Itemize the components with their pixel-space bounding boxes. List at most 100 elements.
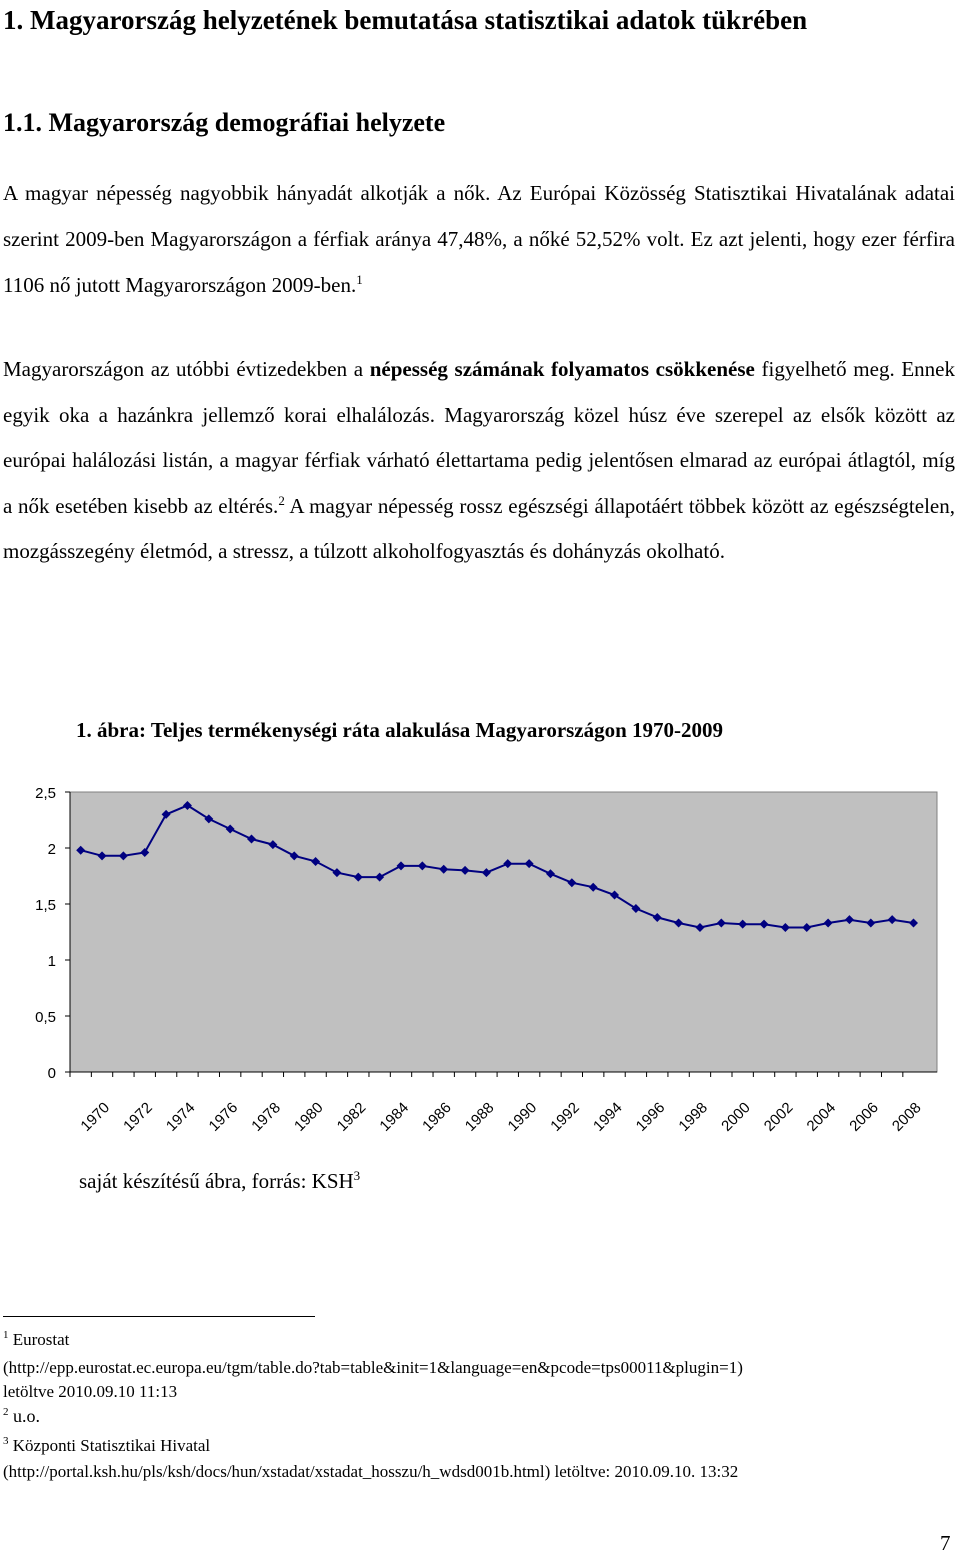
- paragraph-text: A magyar népesség nagyobbik hányadát alk…: [3, 181, 955, 297]
- data-point: [375, 872, 385, 882]
- data-point: [738, 919, 748, 929]
- data-point: [353, 872, 363, 882]
- data-point: [161, 809, 171, 819]
- fertility-rate-chart: 00,511,522,5 1970 1972 1974 1976 1978 1980 198…: [35, 785, 938, 1135]
- footnote-text: u.o.: [13, 1406, 40, 1426]
- plot-area: [69, 791, 938, 1073]
- footnote-text: Központi Statisztikai Hivatal: [12, 1436, 211, 1455]
- data-point: [610, 890, 620, 900]
- data-point: [545, 869, 555, 879]
- data-point: [204, 814, 214, 824]
- plot-background: [69, 791, 938, 1073]
- x-tick-label: 1998: [675, 1099, 711, 1135]
- y-tick-label: 1,5: [35, 897, 56, 914]
- footnote-ref[interactable]: 2: [278, 492, 285, 508]
- y-tick-label: 2,5: [35, 785, 56, 802]
- x-tick-label: 1974: [163, 1099, 199, 1135]
- data-point: [332, 868, 342, 878]
- x-tick-label: 1994: [590, 1099, 626, 1135]
- footnote-text: letöltve 2010.09.10 11:13: [3, 1382, 178, 1401]
- x-tick-label: 1970: [77, 1099, 113, 1135]
- x-tick-label: 1972: [120, 1099, 156, 1135]
- data-point: [481, 868, 491, 878]
- data-point: [631, 903, 641, 913]
- data-point: [588, 882, 598, 892]
- footnote-separator: [3, 1316, 315, 1317]
- data-point: [396, 861, 406, 871]
- footnote-ref[interactable]: 3: [353, 1168, 361, 1183]
- data-point: [887, 915, 897, 925]
- paragraph-text: figyelhető meg. Ennek egyik oka a hazánk…: [3, 357, 955, 518]
- series: [76, 800, 919, 933]
- y-tick-label: 1: [48, 953, 56, 970]
- page-number: 7: [940, 1531, 951, 1555]
- data-point: [866, 918, 876, 928]
- data-point: [118, 851, 128, 861]
- footnote-number: 3: [3, 1435, 9, 1447]
- data-point: [97, 851, 107, 861]
- footnote-ref[interactable]: 1: [356, 272, 363, 287]
- data-point: [289, 851, 299, 861]
- data-point: [524, 859, 534, 869]
- data-point: [439, 864, 449, 874]
- footnote-2: 2 u.o.: [3, 1404, 958, 1428]
- x-tick-label: 1986: [419, 1099, 455, 1135]
- footnote-url[interactable]: (http://portal.ksh.hu/pls/ksh/docs/hun/x…: [3, 1462, 739, 1481]
- paragraph-text: Magyarországon az utóbbi évtizedekben a: [3, 357, 370, 381]
- section-heading: 1. Magyarország helyzetének bemutatása s…: [3, 5, 808, 35]
- footnote-url[interactable]: (http://epp.eurostat.ec.europa.eu/tgm/ta…: [3, 1358, 743, 1377]
- data-point: [652, 912, 662, 922]
- footnote-text: Eurostat: [12, 1330, 70, 1349]
- x-tick-label: 1990: [505, 1099, 541, 1135]
- data-point: [909, 918, 919, 928]
- x-tick-label: 1980: [291, 1099, 327, 1135]
- x-tick-label: 2000: [718, 1099, 754, 1135]
- y-axis: 0 0,5 1 1,5 2 2,5: [35, 785, 71, 1082]
- data-point: [311, 856, 321, 866]
- source-text: saját készítésű ábra, forrás: KSH: [79, 1169, 354, 1193]
- y-tick-label: 2: [48, 841, 56, 858]
- x-tick-label: 1982: [334, 1099, 370, 1135]
- data-point: [844, 915, 854, 925]
- x-tick-label: 1996: [633, 1099, 669, 1135]
- data-point: [780, 923, 790, 933]
- footnote-3: 3 Központi Statisztikai Hivatal: [3, 1434, 958, 1458]
- data-point: [140, 847, 150, 857]
- footnote-1: 1 Eurostat: [3, 1328, 958, 1352]
- data-point: [823, 918, 833, 928]
- footnote-1-link[interactable]: (http://epp.eurostat.ec.europa.eu/tgm/ta…: [3, 1356, 958, 1380]
- paragraph-population-decline: Magyarországon az utóbbi évtizedekben a …: [3, 347, 955, 575]
- data-point: [503, 859, 513, 869]
- x-tick-label: 1978: [248, 1099, 284, 1135]
- data-point: [182, 800, 192, 810]
- footnote-3-link[interactable]: (http://portal.ksh.hu/pls/ksh/docs/hun/x…: [3, 1460, 958, 1484]
- x-tick-label: 1992: [547, 1099, 583, 1135]
- y-tick-label: 0,5: [35, 1009, 56, 1026]
- data-point: [417, 861, 427, 871]
- data-point: [567, 878, 577, 888]
- x-tick-label: 2002: [761, 1099, 797, 1135]
- y-tick-label: 0: [48, 1065, 56, 1082]
- data-point: [716, 918, 726, 928]
- x-tick-label: 1976: [206, 1099, 242, 1135]
- figure-source: saját készítésű ábra, forrás: KSH3: [79, 1163, 360, 1199]
- paragraph-text: A magyar népesség rossz egészségi állapo…: [3, 493, 955, 564]
- data-point: [76, 845, 86, 855]
- footnote-1-date: letöltve 2010.09.10 11:13: [3, 1380, 958, 1404]
- emphasis-text: népesség számának folyamatos csökkenése: [369, 357, 755, 381]
- subsection-heading: 1.1. Magyarország demográfiai helyzete: [3, 108, 446, 137]
- x-tick-label: 1984: [376, 1099, 412, 1135]
- data-point: [268, 840, 278, 850]
- data-point: [225, 824, 235, 834]
- data-point: [460, 865, 470, 875]
- x-tick-label: 2006: [846, 1099, 882, 1135]
- data-point: [695, 923, 705, 933]
- footnote-number: 2: [3, 1406, 9, 1418]
- footnote-number: 1: [3, 1329, 9, 1341]
- x-tick-label: 1988: [462, 1099, 498, 1135]
- x-tick-label: 2008: [889, 1099, 925, 1135]
- data-point: [247, 834, 257, 844]
- x-axis: 1970 1972 1974 1976 1978 1980 1982 1984 1986 1988…: [69, 1071, 937, 1135]
- data-point: [759, 919, 769, 929]
- data-point: [802, 923, 812, 933]
